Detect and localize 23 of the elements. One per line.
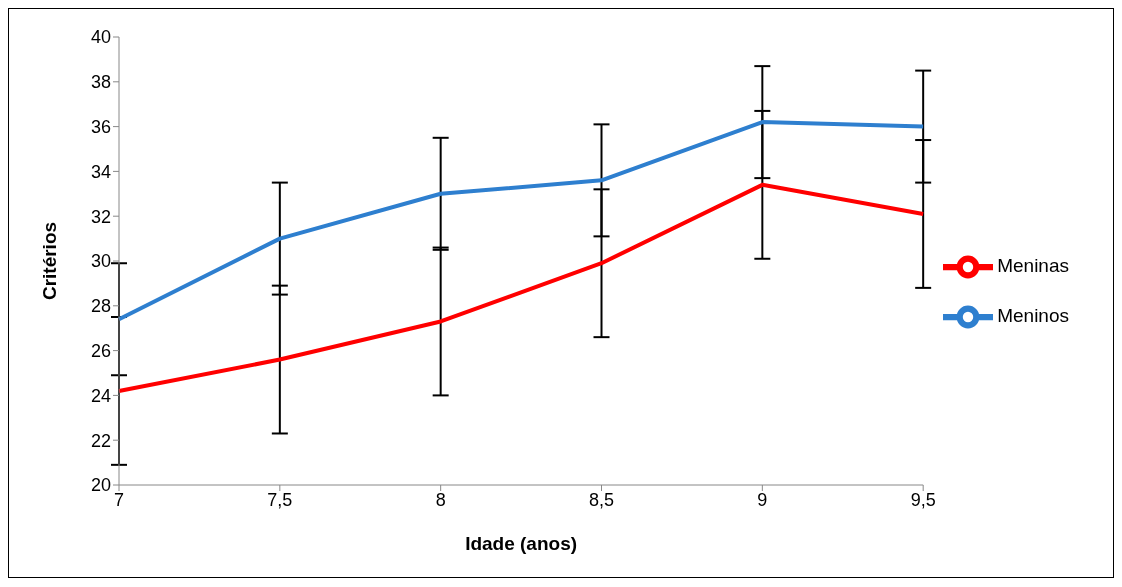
x-tick-label: 8,5 — [588, 489, 615, 510]
y-tick-label: 34 — [90, 161, 111, 182]
y-tick-label: 36 — [90, 116, 111, 137]
legend-label: Meninos — [997, 305, 1069, 327]
legend-label: Meninas — [997, 255, 1069, 277]
y-tick-label: 28 — [90, 296, 111, 317]
y-tick-label: 30 — [90, 251, 111, 272]
x-tick-label: 9,5 — [910, 489, 936, 510]
y-tick-label: 26 — [90, 340, 111, 361]
line-series — [117, 120, 926, 322]
y-axis-title: Critérios — [38, 221, 60, 301]
y-tick-label: 38 — [90, 72, 111, 93]
x-tick-label: 8 — [435, 489, 446, 510]
y-tick-label: 22 — [90, 430, 111, 451]
y-tick-label: 40 — [90, 27, 111, 48]
x-axis-title: Idade (anos) — [465, 533, 578, 554]
x-tick-label: 9 — [757, 489, 768, 510]
x-tick-label: 7,5 — [267, 489, 293, 510]
line-series — [117, 182, 926, 393]
y-tick-label: 32 — [90, 206, 111, 227]
y-tick-label: 24 — [90, 385, 111, 406]
y-tick-label: 20 — [90, 475, 111, 496]
x-tick-label: 7 — [113, 489, 125, 510]
